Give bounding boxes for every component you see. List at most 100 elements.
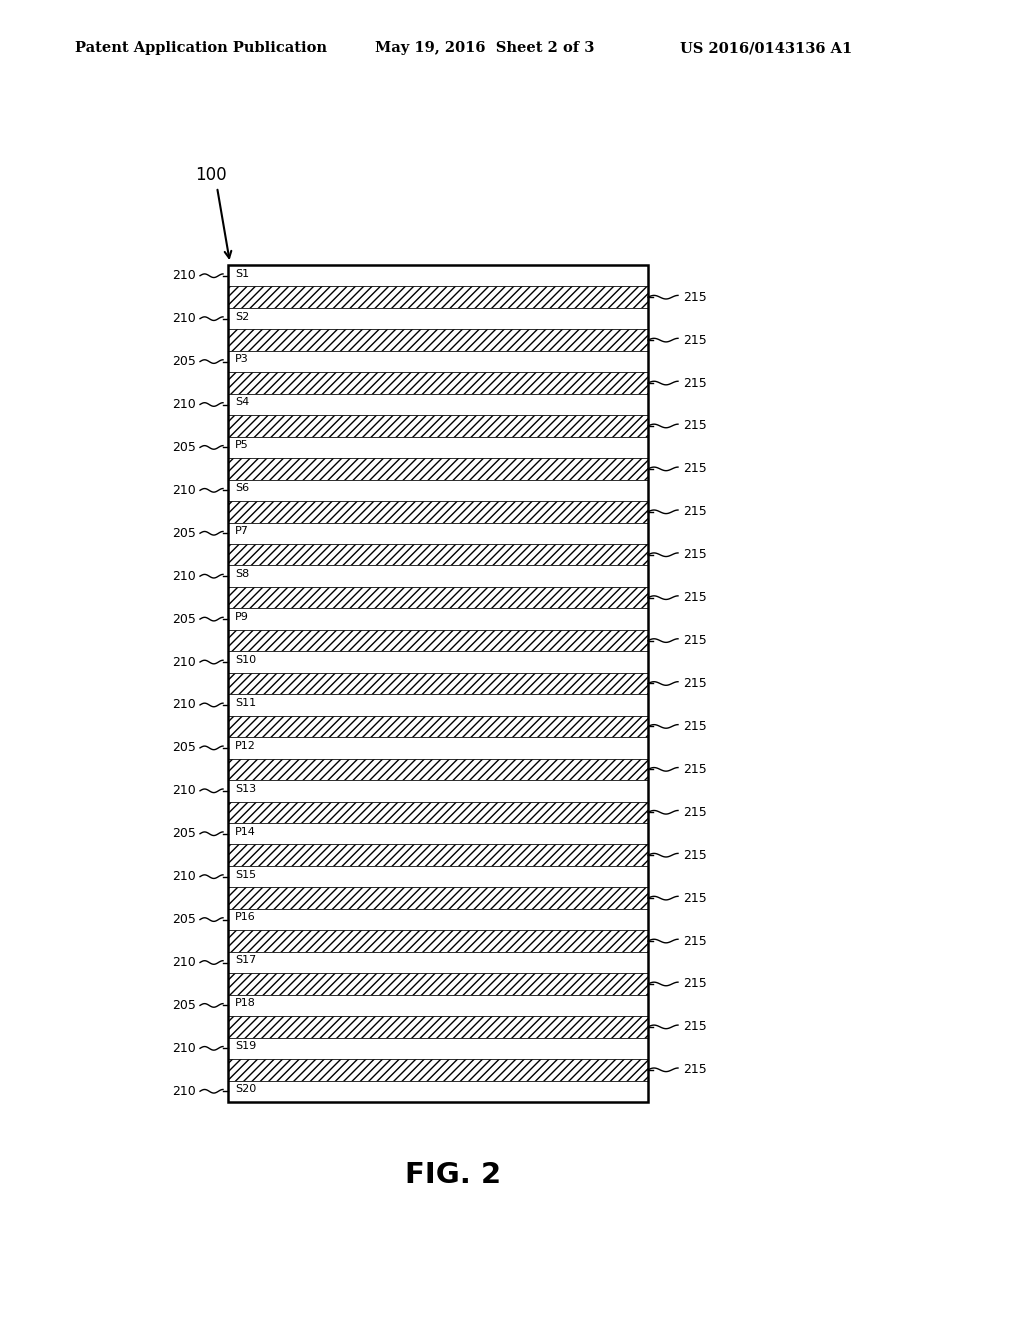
Bar: [228, 630, 648, 651]
Text: 215: 215: [683, 290, 707, 304]
Text: S2: S2: [234, 312, 249, 322]
Text: S20: S20: [234, 1084, 256, 1094]
Text: 215: 215: [683, 506, 707, 519]
Text: P9: P9: [234, 612, 249, 622]
Bar: [228, 393, 648, 416]
Text: P18: P18: [234, 998, 256, 1008]
Bar: [228, 479, 648, 502]
Bar: [228, 286, 648, 308]
Text: S19: S19: [234, 1041, 256, 1051]
Bar: [228, 609, 648, 630]
Text: 205: 205: [172, 527, 196, 540]
Text: 215: 215: [683, 334, 707, 347]
Bar: [228, 523, 648, 544]
Bar: [228, 1081, 648, 1102]
Text: 215: 215: [683, 1064, 707, 1076]
Bar: [228, 995, 648, 1016]
Bar: [228, 544, 648, 565]
Text: US 2016/0143136 A1: US 2016/0143136 A1: [680, 41, 852, 55]
Text: 215: 215: [683, 1020, 707, 1034]
Bar: [228, 458, 648, 479]
Bar: [228, 673, 648, 694]
Text: 210: 210: [172, 312, 196, 325]
Text: S10: S10: [234, 655, 256, 665]
Bar: [228, 265, 648, 1102]
Text: P14: P14: [234, 826, 256, 837]
Bar: [228, 973, 648, 995]
Text: 215: 215: [683, 548, 707, 561]
Text: 210: 210: [172, 656, 196, 668]
Bar: [228, 502, 648, 523]
Text: S1: S1: [234, 268, 249, 279]
Text: 215: 215: [683, 420, 707, 433]
Text: 100: 100: [195, 166, 226, 183]
Text: 210: 210: [172, 1041, 196, 1055]
Bar: [228, 372, 648, 393]
Text: 205: 205: [172, 999, 196, 1012]
Bar: [228, 437, 648, 458]
Text: 215: 215: [683, 805, 707, 818]
Text: May 19, 2016  Sheet 2 of 3: May 19, 2016 Sheet 2 of 3: [375, 41, 594, 55]
Text: P3: P3: [234, 355, 249, 364]
Text: S13: S13: [234, 784, 256, 793]
Bar: [228, 845, 648, 866]
Text: P12: P12: [234, 741, 256, 751]
Text: 215: 215: [683, 891, 707, 904]
Bar: [228, 866, 648, 887]
Bar: [228, 330, 648, 351]
Text: 205: 205: [172, 742, 196, 755]
Text: P5: P5: [234, 441, 249, 450]
Bar: [228, 931, 648, 952]
Text: S11: S11: [234, 698, 256, 708]
Text: 210: 210: [172, 870, 196, 883]
Text: 215: 215: [683, 462, 707, 475]
Text: 215: 215: [683, 935, 707, 948]
Text: 210: 210: [172, 956, 196, 969]
Bar: [228, 715, 648, 737]
Bar: [228, 909, 648, 931]
Text: Patent Application Publication: Patent Application Publication: [75, 41, 327, 55]
Bar: [228, 1059, 648, 1081]
Text: 215: 215: [683, 849, 707, 862]
Text: S15: S15: [234, 870, 256, 879]
Text: S8: S8: [234, 569, 249, 579]
Text: P7: P7: [234, 527, 249, 536]
Bar: [228, 351, 648, 372]
Bar: [228, 952, 648, 973]
Text: S6: S6: [234, 483, 249, 494]
Bar: [228, 651, 648, 673]
Text: S4: S4: [234, 397, 249, 408]
Text: 210: 210: [172, 269, 196, 282]
Text: 210: 210: [172, 698, 196, 711]
Bar: [228, 265, 648, 286]
Text: 210: 210: [172, 570, 196, 582]
Bar: [228, 737, 648, 759]
Bar: [228, 587, 648, 609]
Bar: [228, 801, 648, 822]
Text: P16: P16: [234, 912, 256, 923]
Text: 205: 205: [172, 913, 196, 927]
Bar: [228, 308, 648, 330]
Text: 205: 205: [172, 355, 196, 368]
Bar: [228, 565, 648, 587]
Text: 210: 210: [172, 399, 196, 411]
Text: 215: 215: [683, 376, 707, 389]
Bar: [228, 759, 648, 780]
Bar: [228, 694, 648, 715]
Text: FIG. 2: FIG. 2: [404, 1162, 501, 1189]
Text: 210: 210: [172, 784, 196, 797]
Text: 205: 205: [172, 828, 196, 841]
Text: 205: 205: [172, 441, 196, 454]
Text: 215: 215: [683, 591, 707, 605]
Text: 215: 215: [683, 634, 707, 647]
Text: 215: 215: [683, 719, 707, 733]
Text: 205: 205: [172, 612, 196, 626]
Text: 215: 215: [683, 763, 707, 776]
Bar: [228, 822, 648, 845]
Bar: [228, 887, 648, 909]
Bar: [228, 1016, 648, 1038]
Text: 215: 215: [683, 677, 707, 690]
Bar: [228, 416, 648, 437]
Text: 210: 210: [172, 484, 196, 496]
Text: 215: 215: [683, 978, 707, 990]
